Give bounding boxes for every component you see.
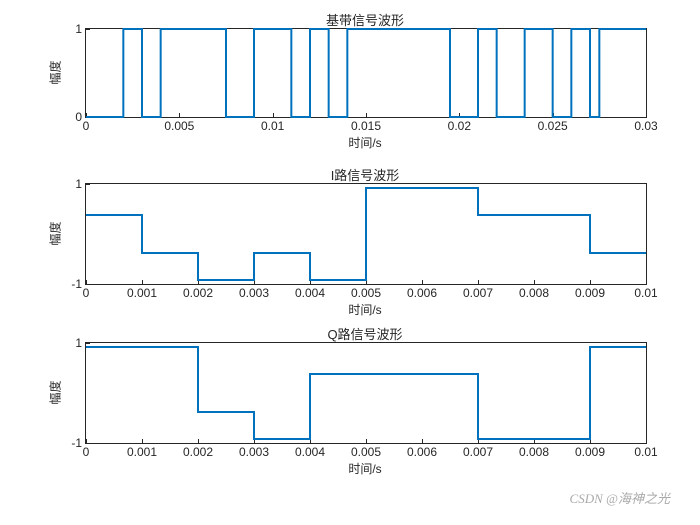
signal-line <box>86 347 646 439</box>
figure-container: 基带信号波形0100.0050.010.0150.020.0250.03幅度时间… <box>10 10 690 515</box>
subplot-1: I路信号波形-1100.0010.0020.0030.0040.0050.006… <box>85 183 645 283</box>
x-tick-label: 0.005 <box>164 117 194 133</box>
y-tick-label: 0 <box>42 110 86 124</box>
x-tick-label: 0.006 <box>407 284 437 300</box>
x-tick-mark <box>646 280 647 284</box>
x-tick-label: 0 <box>83 117 90 133</box>
x-tick-label: 0.004 <box>295 284 325 300</box>
x-tick-label: 0.002 <box>183 443 213 459</box>
x-tick-label: 0.009 <box>575 284 605 300</box>
x-tick-label: 0.003 <box>239 284 269 300</box>
x-tick-label: 0.005 <box>351 443 381 459</box>
subplot-0: 基带信号波形0100.0050.010.0150.020.0250.03幅度时间… <box>85 28 645 116</box>
y-tick-label: 1 <box>42 177 86 191</box>
plot-area: -1100.0010.0020.0030.0040.0050.0060.0070… <box>85 342 647 444</box>
plot-area: -1100.0010.0020.0030.0040.0050.0060.0070… <box>85 183 647 285</box>
y-tick-label: 1 <box>42 22 86 36</box>
subplot-title: Q路信号波形 <box>85 324 645 343</box>
y-tick-label: -1 <box>42 436 86 450</box>
x-tick-label: 0.003 <box>239 443 269 459</box>
x-tick-label: 0.002 <box>183 284 213 300</box>
x-axis-label: 时间/s <box>85 301 645 318</box>
signal-line <box>86 188 646 280</box>
subplot-title: I路信号波形 <box>85 165 645 184</box>
x-tick-label: 0.005 <box>351 284 381 300</box>
x-tick-label: 0.007 <box>463 284 493 300</box>
x-tick-label: 0 <box>83 284 90 300</box>
x-tick-label: 0.001 <box>127 443 157 459</box>
subplot-title: 基带信号波形 <box>85 10 645 29</box>
x-tick-label: 0.03 <box>634 117 657 133</box>
y-tick-label: -1 <box>42 277 86 291</box>
x-tick-mark <box>646 439 647 443</box>
y-axis-label: 幅度 <box>47 221 64 245</box>
y-tick-label: 1 <box>42 336 86 350</box>
line-chart <box>86 29 646 117</box>
x-tick-label: 0.008 <box>519 443 549 459</box>
x-tick-label: 0.004 <box>295 443 325 459</box>
line-chart <box>86 343 646 443</box>
x-tick-label: 0.006 <box>407 443 437 459</box>
subplot-2: Q路信号波形-1100.0010.0020.0030.0040.0050.006… <box>85 342 645 442</box>
x-tick-label: 0.02 <box>448 117 471 133</box>
x-tick-label: 0.01 <box>634 443 657 459</box>
x-axis-label: 时间/s <box>85 134 645 151</box>
x-tick-label: 0.025 <box>538 117 568 133</box>
signal-line <box>86 29 646 117</box>
x-tick-label: 0.009 <box>575 443 605 459</box>
x-tick-label: 0 <box>83 443 90 459</box>
y-axis-label: 幅度 <box>47 60 64 84</box>
y-axis-label: 幅度 <box>47 380 64 404</box>
watermark-text: CSDN @海神之光 <box>570 488 670 507</box>
x-axis-label: 时间/s <box>85 460 645 477</box>
x-tick-label: 0.015 <box>351 117 381 133</box>
x-tick-label: 0.008 <box>519 284 549 300</box>
x-tick-label: 0.001 <box>127 284 157 300</box>
plot-area: 0100.0050.010.0150.020.0250.03 <box>85 28 647 118</box>
x-tick-mark <box>646 113 647 117</box>
line-chart <box>86 184 646 284</box>
x-tick-label: 0.01 <box>261 117 284 133</box>
x-tick-label: 0.01 <box>634 284 657 300</box>
x-tick-label: 0.007 <box>463 443 493 459</box>
